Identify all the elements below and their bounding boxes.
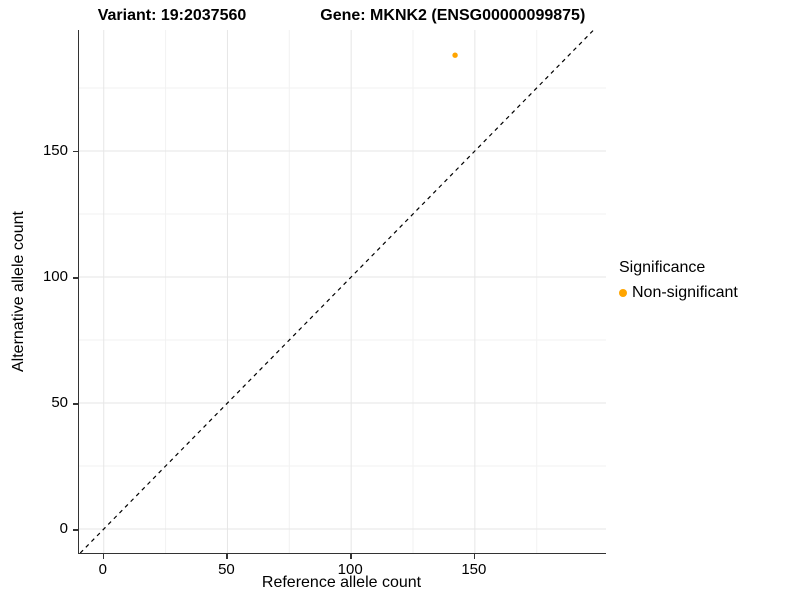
legend-dot-icon <box>619 289 627 297</box>
legend-item-non-significant: Non-significant <box>619 283 738 303</box>
x-tick-label: 0 <box>98 561 107 578</box>
y-axis-title: Alternative allele count <box>10 211 27 372</box>
legend-item-label: Non-significant <box>632 284 738 301</box>
plot-title: Variant: 19:2037560 Gene: MKNK2 (ENSG000… <box>78 4 605 28</box>
y-tick-label: 100 <box>42 268 68 285</box>
y-tick-label: 150 <box>42 141 68 159</box>
x-axis-title: Reference allele count <box>261 574 422 591</box>
x-tick-mark <box>350 554 352 559</box>
y-tick-mark <box>73 150 78 153</box>
x-tick-label: 150 <box>461 561 487 578</box>
x-tick-label: 50 <box>218 561 235 578</box>
plot-title-gene: Gene: MKNK2 (ENSG00000099875) <box>320 7 586 24</box>
x-tick-label: 100 <box>337 561 363 578</box>
x-tick-mark <box>102 554 105 559</box>
identity-line <box>79 30 595 553</box>
y-tick-mark <box>73 529 78 531</box>
plot-area <box>79 30 606 553</box>
legend: Significance Non-significant <box>619 258 738 303</box>
x-tick-mark <box>226 554 228 559</box>
plot-title-variant: Variant: 19:2037560 <box>97 7 247 24</box>
plot-panel <box>78 30 606 554</box>
legend-title: Significance <box>619 259 706 276</box>
y-tick-mark <box>73 277 78 279</box>
x-tick-mark <box>473 554 476 559</box>
data-point <box>452 52 458 58</box>
y-tick-label: 0 <box>59 520 68 538</box>
y-tick-mark <box>73 403 78 405</box>
y-tick-label: 50 <box>51 394 68 412</box>
